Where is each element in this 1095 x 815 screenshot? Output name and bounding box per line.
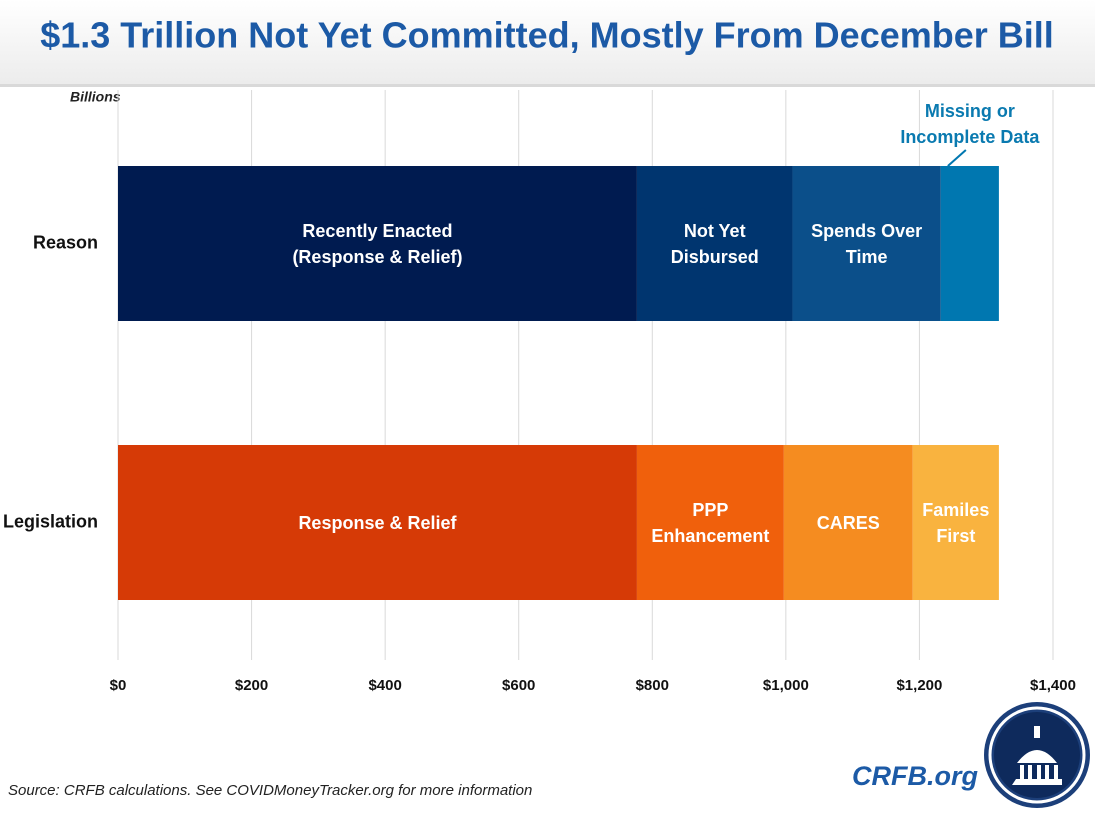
x-tick-label: $200 bbox=[235, 677, 268, 694]
bar-segment bbox=[792, 166, 941, 321]
header-shadow bbox=[0, 84, 1095, 87]
bar-segment bbox=[940, 166, 999, 321]
brand: CRFB.org bbox=[852, 761, 978, 791]
axis-unit: Billions bbox=[70, 89, 121, 105]
bar-segment bbox=[912, 445, 999, 600]
segment-label: PPP Enhancement bbox=[651, 499, 770, 546]
x-tick-label: $400 bbox=[368, 677, 401, 694]
source-note: Source: CRFB calculations. See COVIDMone… bbox=[8, 782, 532, 799]
x-tick-label: $600 bbox=[502, 677, 535, 694]
segment-label: Response & Relief bbox=[298, 512, 457, 533]
y-tick-label: Legislation bbox=[3, 511, 98, 531]
segment-label: Missing or Incomplete Data bbox=[900, 101, 1040, 147]
bar-segment bbox=[783, 445, 913, 600]
logo bbox=[984, 702, 1090, 808]
x-tick-label: $1,000 bbox=[763, 677, 809, 694]
logo-border bbox=[988, 706, 1086, 804]
leader-line bbox=[947, 149, 967, 167]
bar-segment bbox=[118, 166, 637, 321]
chart-title: $1.3 Trillion Not Yet Committed, Mostly … bbox=[40, 15, 1054, 56]
segment-label: Familes First bbox=[922, 499, 990, 546]
segment-label: Not Yet Disbursed bbox=[670, 220, 759, 267]
bar-segment bbox=[118, 445, 637, 600]
logo-capitol bbox=[1012, 726, 1062, 785]
x-tick-label: $800 bbox=[636, 677, 669, 694]
segment-label: Spends Over Time bbox=[811, 220, 923, 267]
x-tick-label: $1,200 bbox=[896, 677, 942, 694]
x-tick-label: $1,400 bbox=[1030, 677, 1076, 694]
x-tick-label: $0 bbox=[110, 677, 127, 694]
segment-label: Recently Enacted (Response & Relief) bbox=[292, 220, 463, 267]
y-tick-label: Reason bbox=[33, 232, 98, 252]
bar-segment bbox=[636, 445, 784, 600]
segment-label: CARES bbox=[816, 512, 880, 533]
header-band bbox=[0, 0, 1095, 84]
bar-segment bbox=[636, 166, 793, 321]
